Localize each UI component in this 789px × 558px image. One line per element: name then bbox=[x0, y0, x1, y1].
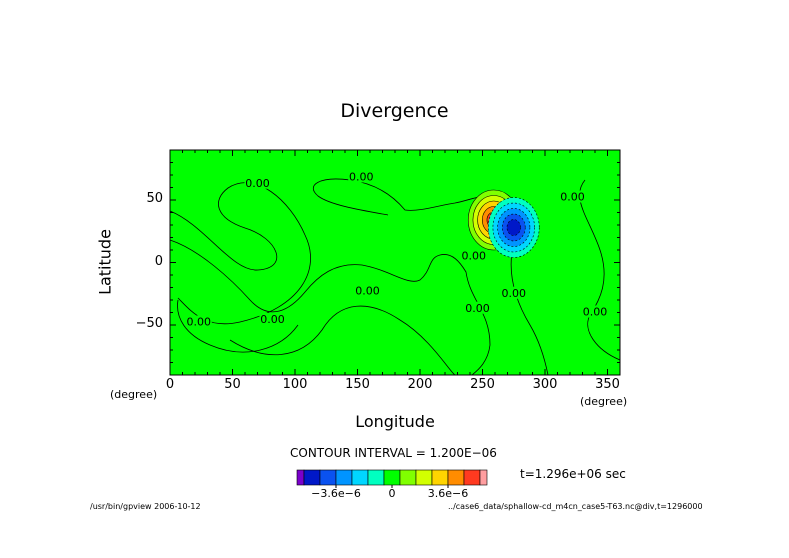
colorbar-swatch-4 bbox=[335, 469, 353, 486]
contour-label-bg-1 bbox=[244, 176, 271, 189]
contour-labels: 0.00 0.00 0.00 0.00 0.00 0.00 0.00 0.00 0.00 0.00 bbox=[185, 170, 608, 329]
colorbar-swatch-6 bbox=[367, 469, 385, 486]
y-axis-unit: (degree) bbox=[110, 388, 158, 401]
footer-right: ../case6_data/sphallow-cd_m4cn_case5-T63… bbox=[448, 502, 703, 511]
contour-interval-label: CONTOUR INTERVAL = 1.200E−06 bbox=[290, 446, 497, 460]
y-tick-label: 50 bbox=[146, 191, 163, 206]
colorbar-swatch-8 bbox=[399, 469, 417, 486]
contour-label-bg-5 bbox=[259, 313, 286, 325]
colorbar-swatch-11 bbox=[447, 469, 465, 486]
y-tick-label: 0 bbox=[154, 253, 163, 269]
divergence-anomalies bbox=[467, 189, 540, 258]
contour-label-1: 0.00 bbox=[245, 177, 270, 190]
colorbar-label: 3.6e−6 bbox=[427, 487, 469, 500]
x-tick-label: 50 bbox=[224, 377, 241, 392]
contour-label-3: 0.00 bbox=[355, 284, 380, 297]
colorbar-label: −3.6e−6 bbox=[311, 487, 361, 500]
contour-label-bg-10 bbox=[582, 305, 608, 318]
contour-label-10: 0.00 bbox=[583, 306, 608, 319]
x-tick-label: 200 bbox=[407, 377, 433, 392]
anomaly-negative-level-5 bbox=[506, 219, 521, 236]
x-tick-label: 150 bbox=[345, 377, 370, 392]
x-tick-label: 350 bbox=[595, 377, 620, 392]
y-tick-label: −50 bbox=[135, 316, 163, 331]
contour-label-bg-8 bbox=[500, 286, 527, 299]
zero-contour-5 bbox=[510, 251, 549, 376]
y-axis-label: Latitude bbox=[95, 229, 115, 295]
x-tick-label: 0 bbox=[165, 377, 175, 392]
colorbar-swatch-2 bbox=[303, 469, 321, 486]
x-tick-label: 300 bbox=[532, 377, 558, 392]
contour-label-bg-6 bbox=[460, 249, 487, 262]
colorbar-swatch-3 bbox=[319, 469, 337, 486]
colorbar-swatch-9 bbox=[415, 469, 433, 486]
colorbar-label: 0 bbox=[388, 487, 396, 500]
colorbar-swatch-7 bbox=[383, 469, 401, 486]
colorbar bbox=[296, 469, 488, 488]
contour-label-7: 0.00 bbox=[465, 302, 490, 315]
x-tick-label: 250 bbox=[470, 377, 495, 392]
contour-label-bg-9 bbox=[559, 190, 586, 203]
colorbar-swatch-12 bbox=[463, 469, 481, 486]
contour-label-bg-3 bbox=[354, 284, 381, 297]
time-label: t=1.296e+06 sec bbox=[520, 467, 626, 481]
contour-label-bg-4 bbox=[185, 315, 212, 328]
zero-contour-7 bbox=[229, 305, 456, 376]
colorbar-swatch-5 bbox=[351, 469, 369, 486]
contour-label-bg-2 bbox=[348, 170, 375, 183]
chart-title: Divergence bbox=[340, 100, 449, 122]
colorbar-swatch-13 bbox=[479, 469, 488, 486]
contour-label-5: 0.00 bbox=[260, 313, 285, 326]
zero-contours bbox=[169, 178, 621, 376]
zero-contour-6 bbox=[579, 179, 621, 361]
x-tick-label: 100 bbox=[282, 377, 308, 392]
colorbar-swatch-1 bbox=[296, 469, 305, 486]
contour-label-9: 0.00 bbox=[560, 191, 585, 204]
axes bbox=[169, 150, 620, 375]
x-axis-label: Longitude bbox=[355, 412, 435, 431]
contour-label-2: 0.00 bbox=[349, 171, 374, 184]
footer-left: /usr/bin/gpview 2006-10-12 bbox=[90, 502, 201, 511]
x-axis-unit: (degree) bbox=[580, 395, 628, 408]
zero-contour-2 bbox=[312, 178, 493, 216]
zero-contour-1 bbox=[169, 182, 311, 325]
contour-label-8: 0.00 bbox=[502, 287, 527, 300]
contour-label-bg-7 bbox=[464, 301, 491, 314]
zero-contour-4 bbox=[177, 299, 299, 353]
contour-label-6: 0.00 bbox=[462, 249, 487, 262]
colorbar-swatch-10 bbox=[431, 469, 449, 486]
contour-label-4: 0.00 bbox=[187, 316, 212, 329]
zero-contour-3 bbox=[169, 239, 491, 376]
